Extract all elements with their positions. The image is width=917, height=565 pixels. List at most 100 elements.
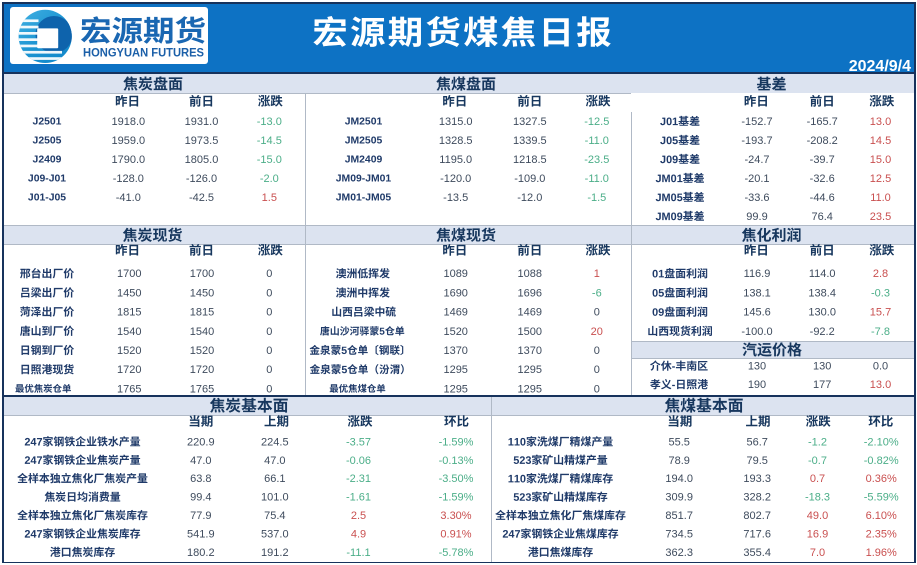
svg-text:2024/9/4: 2024/9/4 (849, 58, 911, 75)
svg-text:-109.0: -109.0 (514, 173, 545, 185)
svg-text:-2.31: -2.31 (346, 473, 371, 485)
svg-text:1931.0: 1931.0 (185, 116, 219, 128)
svg-text:2.5: 2.5 (351, 510, 366, 522)
svg-text:1540: 1540 (117, 326, 141, 338)
svg-text:47.0: 47.0 (190, 455, 211, 467)
svg-text:-12.0: -12.0 (517, 192, 542, 204)
svg-text:-152.7: -152.7 (741, 116, 772, 128)
svg-text:101.0: 101.0 (261, 492, 289, 504)
svg-text:0: 0 (266, 326, 272, 338)
svg-text:193.3: 193.3 (743, 473, 771, 485)
svg-text:-1.5: -1.5 (587, 192, 606, 204)
svg-text:JM09-JM01: JM09-JM01 (336, 174, 392, 185)
svg-text:J2501: J2501 (33, 117, 62, 128)
svg-text:-120.0: -120.0 (440, 173, 471, 185)
svg-text:-13.5: -13.5 (443, 192, 468, 204)
svg-text:13.0: 13.0 (870, 116, 891, 128)
svg-text:0: 0 (594, 307, 600, 319)
svg-text:1469: 1469 (518, 307, 542, 319)
svg-text:0.0: 0.0 (873, 361, 888, 373)
svg-text:362.3: 362.3 (665, 547, 693, 559)
svg-text:14.5: 14.5 (870, 135, 891, 147)
svg-text:-20.1: -20.1 (744, 173, 769, 185)
svg-text:J2505: J2505 (33, 136, 62, 147)
svg-text:309.9: 309.9 (665, 492, 693, 504)
svg-text:537.0: 537.0 (261, 528, 289, 540)
svg-text:-3.57: -3.57 (346, 436, 371, 448)
svg-text:11.0: 11.0 (870, 192, 891, 204)
svg-text:1500: 1500 (518, 326, 542, 338)
svg-text:0: 0 (594, 383, 600, 395)
svg-text:78.9: 78.9 (668, 455, 689, 467)
svg-text:802.7: 802.7 (743, 510, 771, 522)
svg-text:J01-J05: J01-J05 (28, 193, 66, 204)
svg-text:-1.2: -1.2 (808, 436, 827, 448)
svg-text:0: 0 (266, 268, 272, 280)
svg-text:79.5: 79.5 (746, 455, 767, 467)
svg-text:23.5: 23.5 (870, 211, 891, 223)
svg-text:0: 0 (266, 383, 272, 395)
svg-text:47.0: 47.0 (264, 455, 285, 467)
svg-text:130: 130 (748, 361, 766, 373)
svg-text:66.1: 66.1 (264, 473, 285, 485)
svg-text:190: 190 (748, 379, 766, 391)
svg-text:-6: -6 (592, 287, 602, 299)
svg-text:-15.0: -15.0 (257, 154, 282, 166)
svg-text:13.0: 13.0 (870, 379, 891, 391)
svg-text:541.9: 541.9 (187, 528, 215, 540)
svg-text:-1.59%: -1.59% (439, 492, 474, 504)
svg-text:1195.0: 1195.0 (439, 154, 472, 166)
svg-text:1315.0: 1315.0 (439, 116, 473, 128)
svg-text:1765: 1765 (117, 383, 141, 395)
svg-text:1720: 1720 (190, 364, 214, 376)
svg-text:0: 0 (266, 364, 272, 376)
svg-text:1370: 1370 (518, 345, 542, 357)
svg-text:-18.3: -18.3 (805, 492, 830, 504)
svg-text:-11.1: -11.1 (346, 547, 370, 559)
svg-text:2.8: 2.8 (873, 268, 888, 280)
svg-text:75.4: 75.4 (264, 510, 285, 522)
svg-text:-1.59%: -1.59% (439, 436, 474, 448)
svg-text:-0.3: -0.3 (871, 287, 890, 299)
svg-text:-5.59%: -5.59% (864, 492, 899, 504)
svg-text:-44.6: -44.6 (810, 192, 835, 204)
svg-text:328.2: 328.2 (743, 492, 771, 504)
svg-text:JM01-JM05: JM01-JM05 (336, 193, 392, 204)
svg-text:63.8: 63.8 (190, 473, 211, 485)
svg-text:20: 20 (591, 326, 603, 338)
svg-text:-24.7: -24.7 (744, 154, 769, 166)
svg-text:1450: 1450 (117, 287, 141, 299)
svg-text:1720: 1720 (117, 364, 141, 376)
svg-text:1520: 1520 (190, 345, 214, 357)
svg-text:1700: 1700 (190, 268, 214, 280)
svg-text:177: 177 (813, 379, 831, 391)
svg-text:55.5: 55.5 (668, 436, 689, 448)
svg-text:1.5: 1.5 (262, 192, 277, 204)
svg-text:-3.50%: -3.50% (439, 473, 474, 485)
svg-text:6.10%: 6.10% (866, 510, 897, 522)
svg-text:-1.61: -1.61 (346, 492, 371, 504)
svg-text:-12.5: -12.5 (584, 116, 609, 128)
svg-text:130: 130 (813, 361, 831, 373)
svg-text:1469: 1469 (443, 307, 467, 319)
svg-text:-13.0: -13.0 (257, 116, 282, 128)
svg-text:138.4: 138.4 (808, 287, 836, 299)
svg-text:1700: 1700 (117, 268, 141, 280)
svg-text:J09-J01: J09-J01 (28, 174, 66, 185)
svg-text:191.2: 191.2 (261, 547, 289, 559)
svg-text:1973.5: 1973.5 (185, 135, 219, 147)
svg-text:0.91%: 0.91% (440, 528, 471, 540)
svg-text:HONGYUAN FUTURES: HONGYUAN FUTURES (83, 46, 204, 60)
svg-text:-32.6: -32.6 (810, 173, 835, 185)
svg-text:3.30%: 3.30% (440, 510, 471, 522)
svg-text:194.0: 194.0 (665, 473, 693, 485)
svg-text:130.0: 130.0 (808, 307, 836, 319)
svg-text:-92.2: -92.2 (810, 326, 835, 338)
svg-text:0: 0 (266, 345, 272, 357)
svg-text:1690: 1690 (443, 287, 467, 299)
svg-text:1339.5: 1339.5 (513, 135, 547, 147)
svg-text:1450: 1450 (190, 287, 214, 299)
svg-text:-2.0: -2.0 (260, 173, 279, 185)
svg-text:-0.7: -0.7 (808, 455, 827, 467)
svg-text:1815: 1815 (117, 307, 141, 319)
